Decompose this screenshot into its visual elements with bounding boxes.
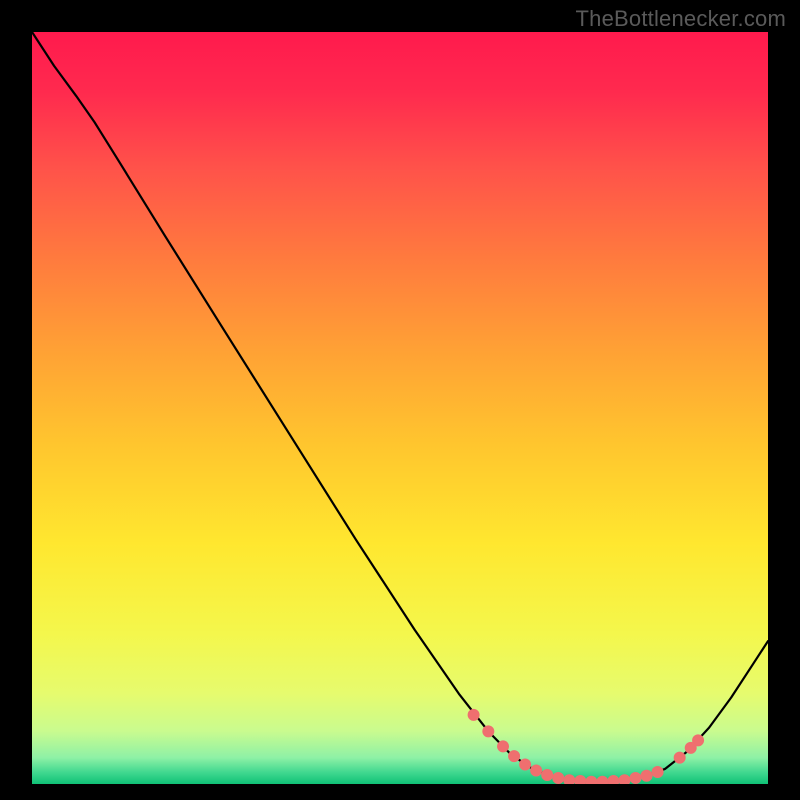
marker-dot xyxy=(586,776,597,784)
chart-svg xyxy=(32,32,768,784)
marker-dot xyxy=(483,726,494,737)
marker-dot xyxy=(693,735,704,746)
chart-frame xyxy=(32,32,768,784)
marker-dot xyxy=(468,709,479,720)
marker-dot xyxy=(509,751,520,762)
marker-dot xyxy=(641,770,652,781)
marker-dot xyxy=(608,775,619,784)
marker-dot xyxy=(531,765,542,776)
marker-dot xyxy=(652,766,663,777)
marker-dot xyxy=(542,769,553,780)
watermark-text: TheBottlenecker.com xyxy=(576,6,786,32)
marker-dot xyxy=(564,775,575,784)
marker-dot xyxy=(498,741,509,752)
chart-background xyxy=(32,32,768,784)
marker-dot xyxy=(597,776,608,784)
marker-dot xyxy=(630,772,641,783)
marker-dot xyxy=(619,775,630,784)
marker-dot xyxy=(553,772,564,783)
marker-dot xyxy=(520,759,531,770)
marker-dot xyxy=(674,752,685,763)
marker-dot xyxy=(575,775,586,784)
